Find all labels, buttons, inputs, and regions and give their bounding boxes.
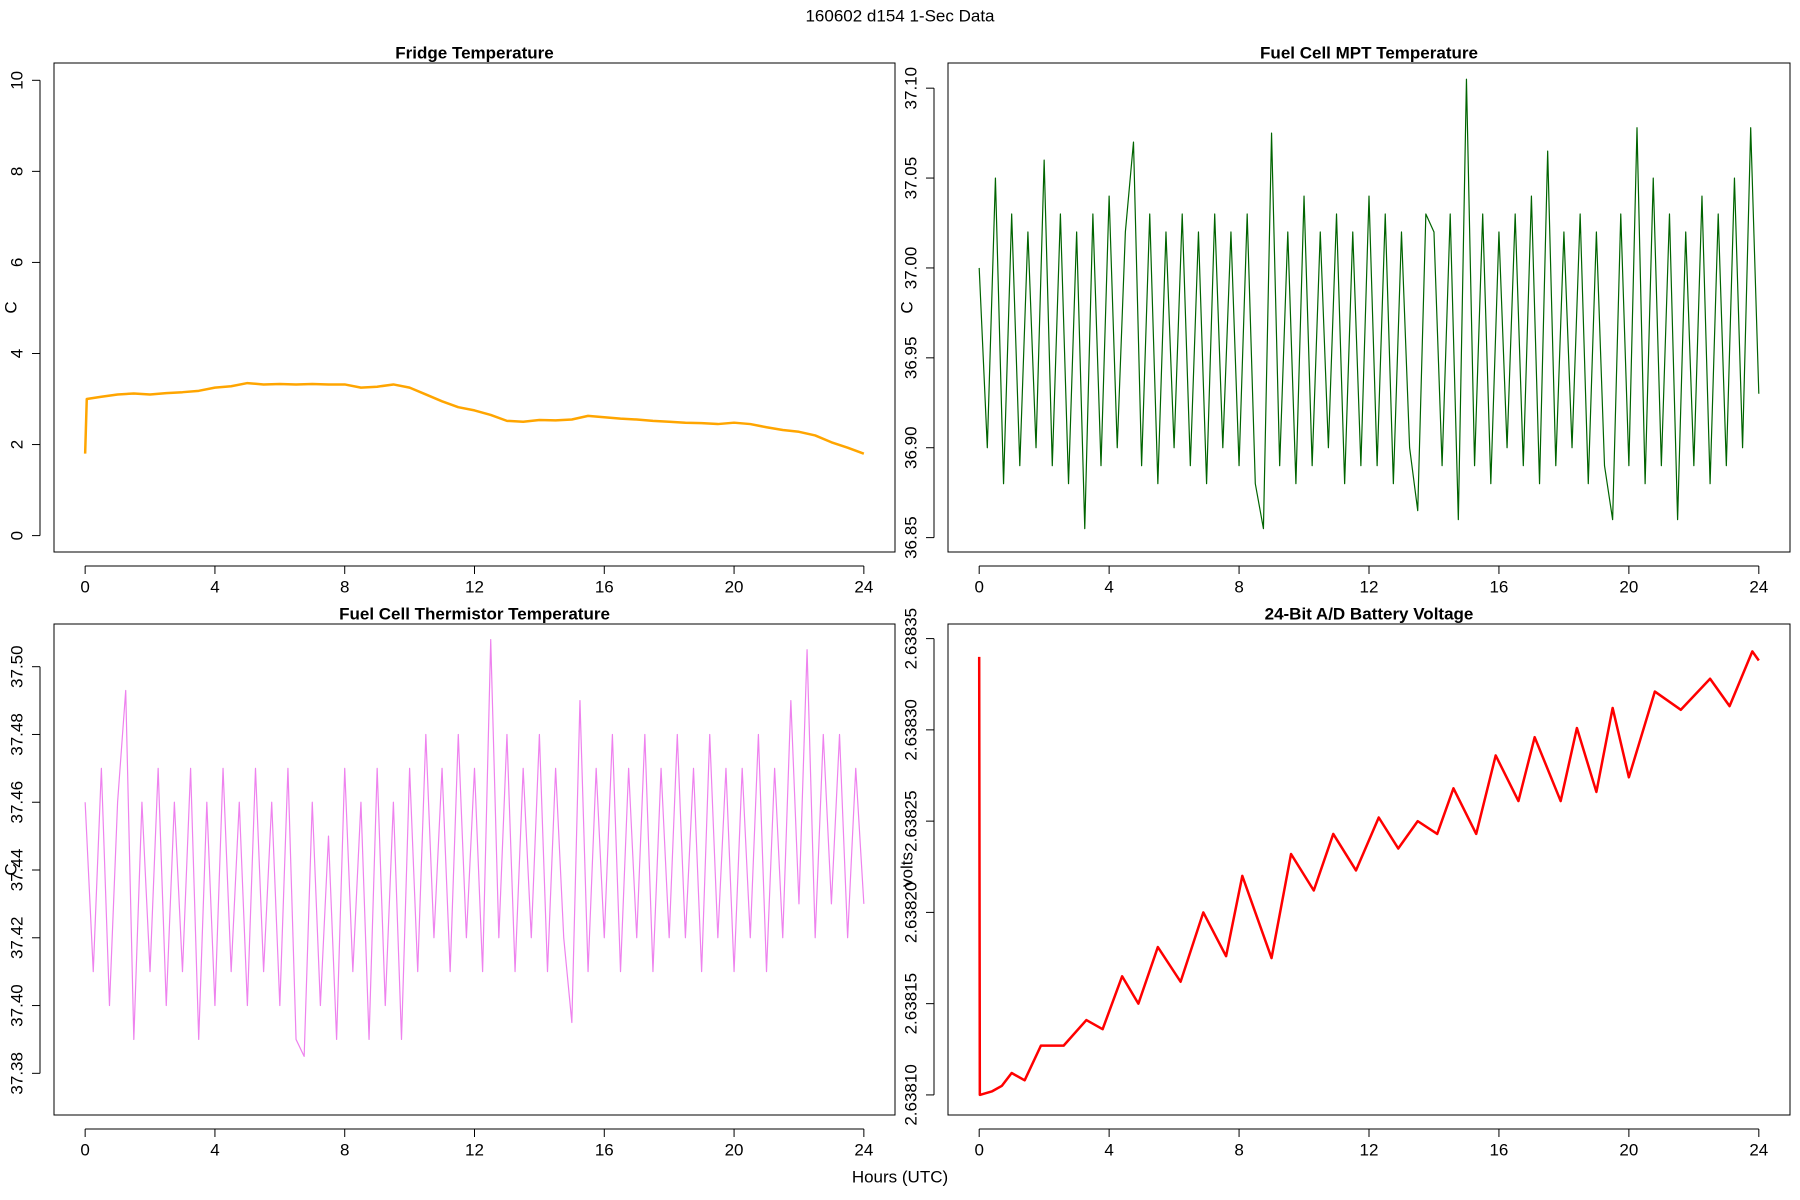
panel-title: Fuel Cell MPT Temperature — [1260, 43, 1478, 62]
plot-frame — [947, 62, 1791, 553]
x-tick-label: 24 — [1749, 577, 1768, 596]
panel-title: Fridge Temperature — [395, 43, 553, 62]
y-tick-label: 37.46 — [7, 781, 26, 824]
x-tick-label: 8 — [340, 1140, 349, 1159]
y-tick-label: 37.38 — [7, 1052, 26, 1095]
y-tick-label: 6 — [7, 258, 26, 267]
y-tick-label: 36.85 — [901, 516, 920, 559]
x-tick-label: 24 — [854, 577, 873, 596]
x-tick-label: 4 — [1104, 577, 1113, 596]
panel: Fuel Cell MPT Temperature C 0 4 8 12 16 20 24 36.… — [897, 43, 1791, 596]
y-tick-label: 4 — [7, 349, 26, 358]
y-tick-label: 0 — [7, 531, 26, 540]
x-tick-label: 12 — [1360, 1140, 1379, 1159]
y-tick-label: 37.50 — [7, 645, 26, 688]
x-tick-label: 20 — [1619, 577, 1638, 596]
figure-title: 160602 d154 1-Sec Data — [805, 6, 995, 25]
plot-area — [84, 638, 865, 1057]
x-tick-label: 0 — [974, 1140, 983, 1159]
panel: 24-Bit A/D Battery Voltage volts 0 4 8 12 16 20… — [897, 604, 1791, 1159]
y-axis-label: C — [1, 863, 20, 875]
y-tick-label: 37.44 — [7, 849, 26, 892]
y-tick-label: 2.63835 — [901, 608, 920, 669]
x-tick-label: 4 — [1104, 1140, 1113, 1159]
x-tick-label: 16 — [595, 577, 614, 596]
panel-title: 24-Bit A/D Battery Voltage — [1265, 604, 1474, 623]
panel: Fuel Cell Thermistor Temperature C 0 4 8 12 16… — [1, 604, 896, 1159]
data-line — [84, 638, 865, 1057]
plot-frame — [53, 623, 896, 1116]
x-tick-label: 8 — [1234, 1140, 1243, 1159]
y-tick-label: 2 — [7, 440, 26, 449]
y-axis-label: volts — [897, 852, 916, 887]
data-line — [977, 650, 1760, 1097]
data-line — [978, 78, 1760, 530]
y-tick-label: 37.10 — [901, 67, 920, 110]
y-tick-label: 36.95 — [901, 337, 920, 380]
y-tick-label: 37.00 — [901, 247, 920, 290]
x-tick-label: 4 — [210, 577, 219, 596]
x-tick-label: 20 — [725, 1140, 744, 1159]
plot-area — [83, 381, 865, 455]
plot-frame — [53, 62, 896, 553]
x-tick-label: 20 — [1619, 1140, 1638, 1159]
y-tick-label: 2.63810 — [901, 1064, 920, 1125]
y-tick-label: 8 — [7, 167, 26, 176]
x-tick-label: 0 — [80, 577, 89, 596]
x-tick-label: 8 — [340, 577, 349, 596]
y-axis-label: C — [897, 301, 916, 313]
y-tick-label: 37.40 — [7, 984, 26, 1027]
x-tick-label: 4 — [210, 1140, 219, 1159]
x-axis-label: Hours (UTC) — [852, 1167, 948, 1186]
y-tick-label: 10 — [7, 71, 26, 90]
y-tick-label: 2.63815 — [901, 973, 920, 1034]
x-tick-label: 0 — [80, 1140, 89, 1159]
plot-frame — [947, 623, 1791, 1116]
y-tick-label: 37.48 — [7, 713, 26, 756]
plot-area — [977, 650, 1760, 1097]
x-tick-label: 12 — [465, 1140, 484, 1159]
y-tick-label: 37.42 — [7, 917, 26, 960]
x-tick-label: 16 — [1489, 577, 1508, 596]
y-tick-label: 2.63820 — [901, 882, 920, 943]
x-tick-label: 0 — [974, 577, 983, 596]
plot-area — [978, 78, 1760, 530]
x-tick-label: 24 — [1749, 1140, 1768, 1159]
y-tick-label: 36.90 — [901, 426, 920, 469]
x-tick-label: 24 — [854, 1140, 873, 1159]
data-line — [83, 381, 865, 455]
y-axis-label: C — [1, 301, 20, 313]
y-tick-label: 2.63830 — [901, 699, 920, 760]
y-tick-label: 37.05 — [901, 157, 920, 200]
x-tick-label: 16 — [1489, 1140, 1508, 1159]
x-tick-label: 12 — [1360, 577, 1379, 596]
x-tick-label: 20 — [725, 577, 744, 596]
x-tick-label: 8 — [1234, 577, 1243, 596]
x-tick-label: 12 — [465, 577, 484, 596]
y-tick-label: 2.63825 — [901, 790, 920, 851]
panel-title: Fuel Cell Thermistor Temperature — [339, 604, 610, 623]
x-tick-label: 16 — [595, 1140, 614, 1159]
